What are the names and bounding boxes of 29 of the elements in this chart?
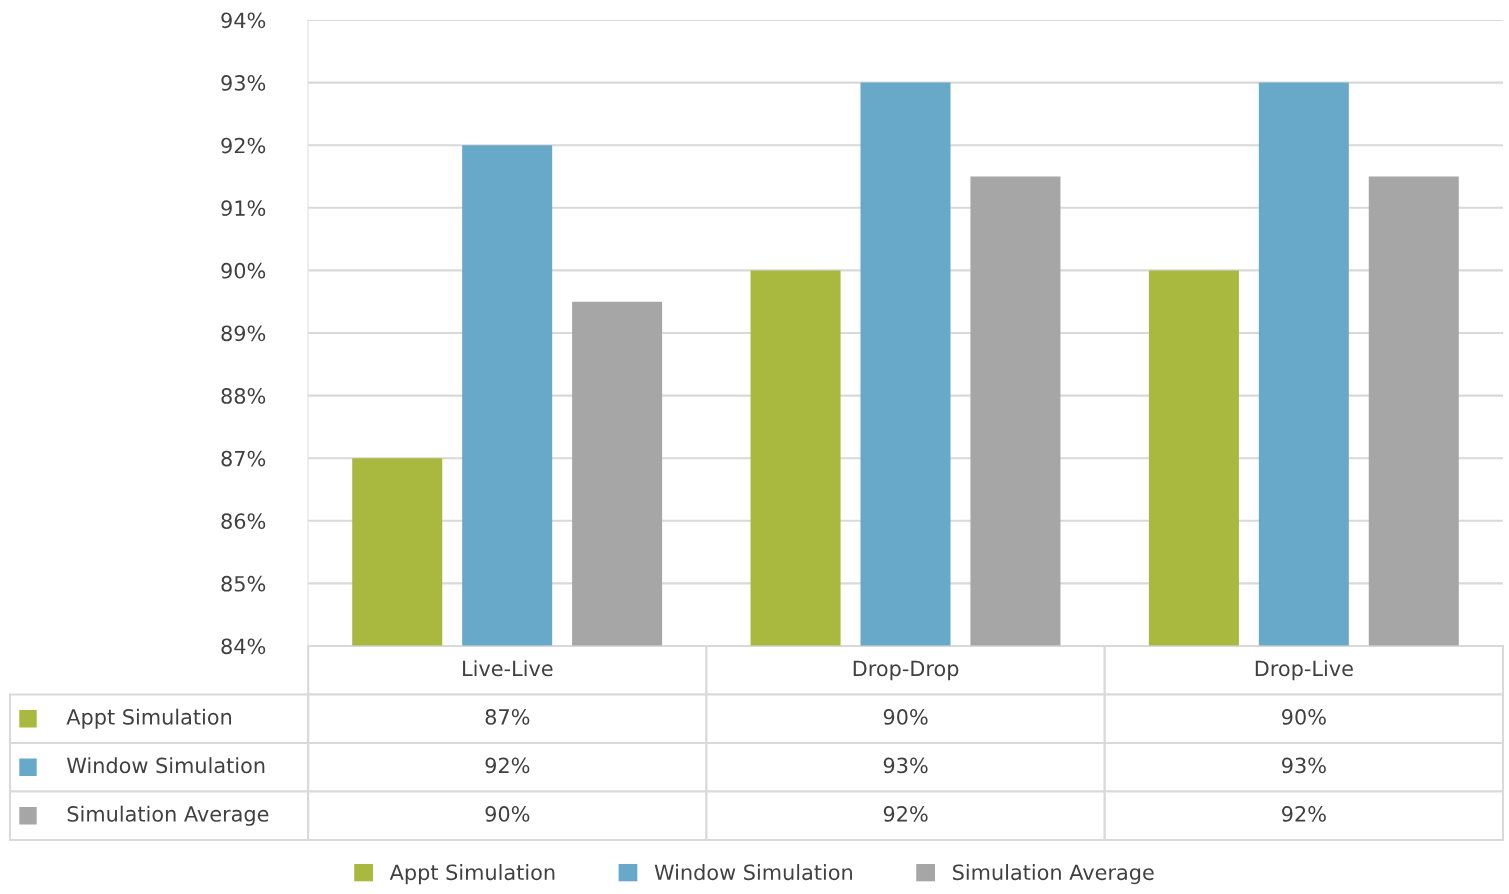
y-tick-label: 88%	[221, 388, 266, 404]
text: Appt Simulation	[389, 864, 555, 885]
y-tick-label: 85%	[221, 575, 266, 592]
x-tick-label: Drop-Live	[1255, 660, 1353, 681]
data-label: 93%	[883, 757, 928, 774]
text: Simulation Average	[67, 805, 269, 826]
data-label: 90%	[883, 709, 928, 725]
y-tick-label: 87%	[221, 450, 266, 467]
y-tick-label: 91%	[221, 200, 266, 217]
data-label: 90%	[1282, 709, 1326, 725]
legend-label: Appt Simulation	[66, 708, 231, 729]
legend-label: Simulation Average	[953, 864, 1154, 885]
text: Window Simulation	[67, 757, 265, 774]
legend-label: Window Simulation	[654, 864, 852, 881]
y-tick-label: 84%	[221, 638, 266, 655]
data-label: 92%	[485, 757, 530, 774]
y-tick-label: 92%	[221, 137, 266, 154]
y-tick-label: 90%	[221, 262, 266, 279]
data-label: 92%	[883, 806, 928, 822]
y-tick-label: 93%	[221, 75, 266, 91]
data-label: 90%	[485, 806, 530, 822]
x-tick-label: Live-Live	[463, 660, 553, 677]
y-tick-label: 86%	[221, 513, 266, 530]
y-tick-label: 89%	[221, 325, 266, 342]
y-tick-label: 94%	[221, 12, 266, 29]
x-tick-label: Drop-Drop	[853, 660, 959, 681]
data-label: 93%	[1282, 757, 1326, 774]
data-label: 92%	[1282, 806, 1326, 822]
data-label: 87%	[485, 709, 530, 725]
